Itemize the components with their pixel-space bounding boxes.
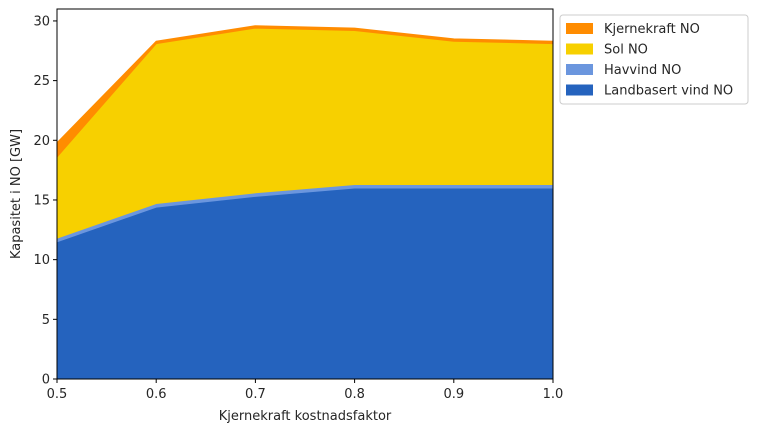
- x-tick-label: 0.7: [245, 387, 266, 402]
- legend-frame: [559, 14, 749, 105]
- plot-frame: [56, 8, 554, 380]
- legend-swatch: [566, 64, 593, 75]
- legend-swatch: [566, 84, 593, 96]
- x-axis-label: Kjernekraft kostnadsfaktor: [219, 409, 392, 424]
- area-series-0: [56, 187, 554, 380]
- x-tick-label: 1.0: [543, 387, 564, 402]
- y-tick-label: 20: [33, 134, 50, 149]
- legend-label: Landbasert vind NO: [604, 84, 733, 99]
- y-tick-label: 10: [33, 253, 50, 268]
- x-tick-label: 0.8: [344, 387, 365, 402]
- legend-label: Sol NO: [604, 43, 648, 58]
- legend-label: Kjernekraft NO: [604, 22, 700, 37]
- y-axis-ticks: 0 5 10 15 20 25 30: [33, 14, 57, 388]
- legend-label: Havvind NO: [604, 63, 681, 78]
- x-tick-label: 0.9: [443, 387, 464, 402]
- x-axis-ticks: 0.5 0.6 0.7 0.8 0.9 1.0: [47, 379, 564, 402]
- y-tick-label: 5: [42, 313, 50, 328]
- legend-swatch: [566, 43, 593, 55]
- legend-swatch: [566, 23, 593, 34]
- area-series-group: [56, 25, 554, 380]
- y-tick-label: 25: [33, 74, 50, 89]
- y-tick-label: 0: [42, 373, 50, 388]
- legend: Kjernekraft NO Sol NO Havvind NO Landbasert…: [559, 14, 749, 105]
- y-tick-label: 30: [33, 14, 50, 29]
- y-axis-label: Kapasitet i NO [GW]: [9, 129, 24, 259]
- y-tick-label: 15: [33, 193, 50, 208]
- x-tick-label: 0.6: [146, 387, 167, 402]
- x-tick-label: 0.5: [47, 387, 68, 402]
